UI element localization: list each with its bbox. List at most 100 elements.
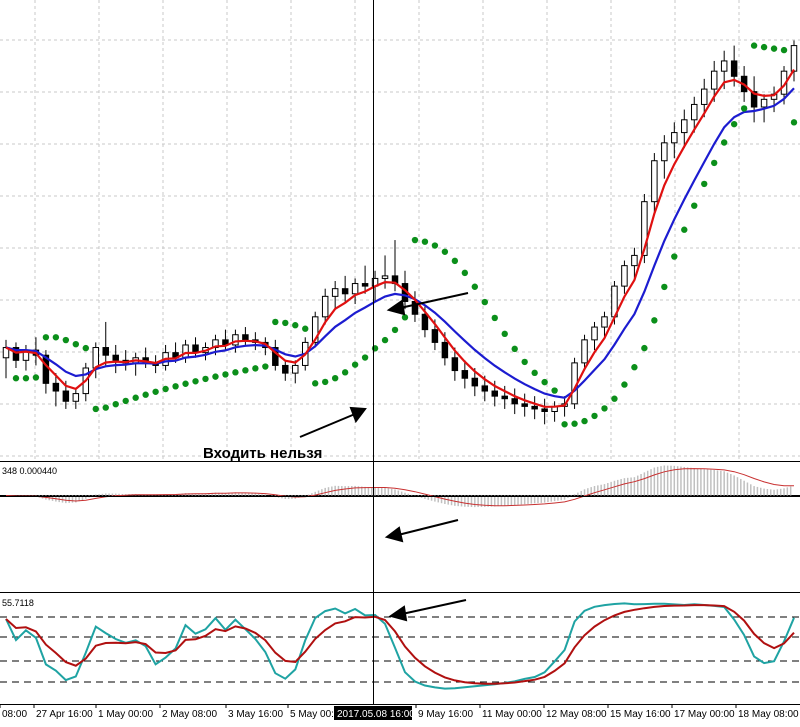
candle-bear bbox=[461, 370, 469, 379]
psar-dot bbox=[451, 257, 459, 265]
candle-bear bbox=[511, 398, 518, 405]
stoch-value-label: 55.7118 bbox=[2, 598, 34, 608]
psar-dot bbox=[252, 365, 259, 372]
candle-bull bbox=[681, 119, 688, 134]
macd-signal-line bbox=[5, 468, 795, 507]
psar-dot bbox=[262, 363, 269, 370]
stochastic-main-line bbox=[5, 602, 795, 690]
psar-dot bbox=[152, 388, 159, 395]
candle-bull bbox=[631, 254, 638, 267]
psar-dot bbox=[72, 340, 80, 348]
parabolic-sar-dots bbox=[12, 42, 798, 428]
crosshair-time-label: 2017.05.08 16:00 bbox=[337, 709, 415, 720]
candle-bull bbox=[601, 316, 608, 328]
psar-dot bbox=[541, 378, 548, 386]
candle-bear bbox=[541, 408, 548, 412]
arrow-left-2 bbox=[397, 519, 459, 536]
time-axis-label: 15 May 16:00 bbox=[610, 709, 671, 720]
candle-bear bbox=[431, 329, 439, 343]
time-axis-label: 2 May 08:00 bbox=[162, 709, 217, 720]
psar-dot bbox=[481, 298, 488, 306]
psar-dot bbox=[601, 405, 608, 412]
time-axis-label: 08:00 bbox=[2, 709, 27, 720]
candle-bull bbox=[621, 265, 628, 287]
ma-fast-line bbox=[5, 69, 795, 408]
time-axis-label: 3 May 16:00 bbox=[228, 709, 283, 720]
psar-dot bbox=[661, 283, 668, 291]
candle-bull bbox=[351, 283, 359, 295]
psar-dot bbox=[381, 336, 389, 344]
psar-dot bbox=[212, 373, 219, 380]
psar-dot bbox=[112, 400, 119, 408]
psar-dot bbox=[571, 420, 578, 427]
candle-bear bbox=[471, 377, 479, 387]
psar-dot bbox=[62, 336, 70, 344]
psar-dot bbox=[22, 375, 30, 382]
psar-dot bbox=[312, 380, 319, 387]
arrow-left-1 bbox=[399, 292, 469, 309]
candle-bull bbox=[321, 295, 329, 318]
annotation-text: Входить нельзя bbox=[203, 445, 322, 462]
time-axis-label: 1 May 00:00 bbox=[98, 709, 153, 720]
psar-dot bbox=[740, 105, 748, 112]
time-axis-label: 5 May 00:00 bbox=[290, 709, 345, 720]
candle-bear bbox=[750, 91, 758, 108]
candle-bull bbox=[641, 201, 648, 256]
psar-dot bbox=[411, 236, 419, 244]
time-axis-label: 17 May 00:00 bbox=[674, 709, 735, 720]
candle-bull bbox=[331, 288, 339, 297]
psar-dot bbox=[720, 139, 728, 146]
psar-dot bbox=[611, 395, 618, 402]
candle-bear bbox=[282, 364, 289, 374]
candle-bear bbox=[361, 283, 369, 287]
psar-dot bbox=[292, 322, 299, 329]
psar-dot bbox=[92, 405, 99, 413]
psar-dot bbox=[750, 42, 758, 49]
psar-dot bbox=[691, 202, 698, 209]
psar-dot bbox=[701, 180, 708, 188]
candle-bull bbox=[591, 326, 598, 341]
candle-bull bbox=[760, 98, 768, 108]
psar-dot bbox=[351, 361, 359, 368]
psar-dot bbox=[681, 226, 688, 233]
candle-bull bbox=[661, 142, 668, 162]
candle-bear bbox=[421, 313, 429, 331]
psar-dot bbox=[531, 369, 538, 377]
candle-bear bbox=[112, 354, 119, 361]
crosshair-time-box bbox=[334, 706, 412, 720]
candle-bull bbox=[651, 160, 658, 203]
psar-dot bbox=[511, 345, 518, 353]
psar-dot bbox=[182, 380, 189, 387]
psar-dot bbox=[790, 119, 798, 126]
psar-dot bbox=[551, 387, 558, 394]
time-axis-ticks: 08:00 27 Apr 16:00 1 May 00:00 2 May 08:00 3… bbox=[0, 704, 799, 720]
candle-bear bbox=[531, 405, 538, 410]
psar-dot bbox=[222, 371, 229, 378]
candle-bull bbox=[92, 347, 100, 369]
time-axis-label: 9 May 16:00 bbox=[418, 709, 473, 720]
psar-dot bbox=[302, 325, 309, 332]
candle-bull bbox=[581, 339, 588, 364]
psar-dot bbox=[82, 344, 89, 352]
psar-dot bbox=[760, 43, 768, 51]
psar-dot bbox=[52, 334, 60, 341]
psar-dot bbox=[272, 318, 279, 326]
psar-dot bbox=[561, 421, 568, 428]
candle-bear bbox=[491, 390, 499, 397]
psar-dot bbox=[202, 375, 209, 383]
candle-bull bbox=[710, 70, 718, 90]
ma-slow-line bbox=[5, 87, 795, 399]
candle-bull bbox=[311, 316, 319, 343]
psar-dot bbox=[242, 367, 249, 374]
candle-bear bbox=[481, 385, 489, 392]
psar-dot bbox=[42, 334, 50, 341]
candle-bear bbox=[501, 395, 508, 400]
psar-dot bbox=[391, 326, 399, 334]
psar-dot bbox=[591, 412, 598, 420]
candle-bear bbox=[451, 357, 459, 372]
candle-bull bbox=[292, 364, 299, 374]
psar-dot bbox=[331, 374, 339, 382]
arrow-left-1-head bbox=[386, 299, 406, 316]
psar-dot bbox=[501, 330, 508, 338]
